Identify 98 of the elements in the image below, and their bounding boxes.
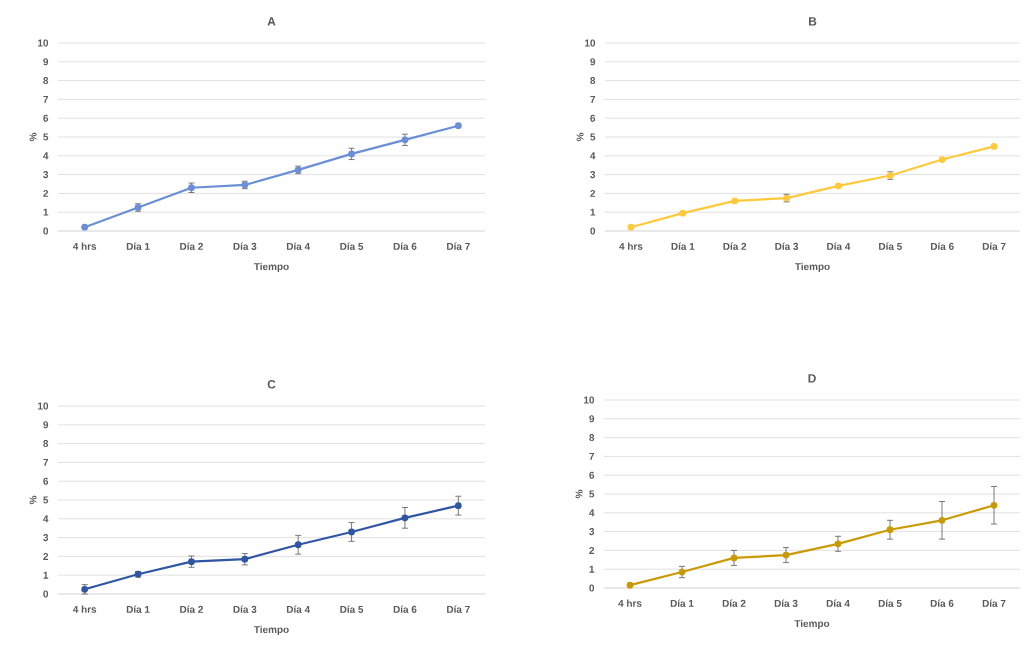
y-tick-label: 9 xyxy=(590,58,596,66)
point xyxy=(348,528,355,536)
y-tick-label: 1 xyxy=(43,571,49,579)
x-axis-title: Tiempo xyxy=(795,262,830,273)
y-tick-label: 2 xyxy=(43,552,49,560)
y-tick-label: 6 xyxy=(589,471,595,479)
y-tick-label: 2 xyxy=(589,546,595,554)
x-tick-label: Día 2 xyxy=(180,605,203,613)
y-tick-label: 4 xyxy=(43,152,49,160)
y-tick-label: 9 xyxy=(43,421,49,429)
y-tick-label: 3 xyxy=(589,528,595,536)
y-tick-label: 7 xyxy=(590,95,596,103)
y-tick-label: 7 xyxy=(43,458,49,466)
x-tick-label: Día 3 xyxy=(233,605,257,613)
x-tick-label: Día 6 xyxy=(393,242,417,250)
x-tick-label: Día 6 xyxy=(930,599,954,607)
point xyxy=(730,554,738,562)
x-tick-label: Día 7 xyxy=(447,605,470,613)
y-tick-label: 1 xyxy=(43,208,49,216)
y-axis-title: % xyxy=(575,489,583,499)
y-tick-label: 6 xyxy=(43,477,49,485)
y-tick-label: 10 xyxy=(38,402,49,410)
x-tick-label: Día 5 xyxy=(340,242,364,250)
y-tick-label: 3 xyxy=(590,171,596,179)
x-tick-label: 4 hrs xyxy=(72,605,97,613)
x-tick-label: Día 4 xyxy=(827,242,851,250)
y-tick-label: 9 xyxy=(43,58,49,66)
y-tick-label: 1 xyxy=(590,208,596,216)
y-tick-label: 10 xyxy=(584,396,595,404)
x-tick-label: Día 5 xyxy=(879,242,902,250)
point xyxy=(834,540,842,548)
y-tick-label: 4 xyxy=(590,152,596,160)
y-tick-label: 3 xyxy=(43,171,49,179)
x-tick-label: Día 4 xyxy=(286,605,311,613)
y-tick-label: 5 xyxy=(589,490,595,498)
x-axis-title: Tiempo xyxy=(253,625,289,636)
y-tick-label: 7 xyxy=(43,95,49,103)
x-tick-label: Día 3 xyxy=(774,599,798,607)
x-tick-label: Día 1 xyxy=(126,242,150,250)
x-tick-label: 4 hrs xyxy=(72,242,97,250)
chart-title: B xyxy=(808,17,817,26)
y-tick-label: 6 xyxy=(590,114,596,122)
y-tick-label: 8 xyxy=(590,77,596,85)
x-tick-label: Día 5 xyxy=(878,599,902,607)
x-tick-label: Día 3 xyxy=(233,242,257,250)
chart-title: A xyxy=(267,17,276,26)
y-axis-title: % xyxy=(29,132,37,142)
chart-title: D xyxy=(808,374,816,383)
y-tick-label: 2 xyxy=(590,189,596,197)
y-tick-label: 0 xyxy=(43,590,49,598)
y-tick-label: 8 xyxy=(589,434,595,442)
x-tick-label: Día 2 xyxy=(723,242,747,250)
y-tick-label: 5 xyxy=(590,133,596,141)
x-tick-label: Día 4 xyxy=(286,242,311,250)
y-tick-label: 8 xyxy=(43,77,49,85)
y-axis-title: % xyxy=(576,132,584,142)
x-tick-label: Día 4 xyxy=(826,599,850,607)
y-tick-label: 6 xyxy=(43,114,49,122)
point xyxy=(401,514,409,522)
y-tick-label: 4 xyxy=(589,509,595,517)
y-tick-label: 1 xyxy=(589,565,595,573)
y-axis-title: % xyxy=(29,495,37,505)
y-tick-label: 0 xyxy=(590,227,596,235)
y-tick-label: 5 xyxy=(43,133,49,141)
x-tick-label: Día 7 xyxy=(982,242,1006,250)
point xyxy=(782,551,790,559)
x-tick-label: Día 7 xyxy=(447,242,470,250)
point xyxy=(990,501,998,509)
point xyxy=(886,526,894,534)
y-tick-label: 3 xyxy=(43,534,49,542)
x-tick-label: Día 1 xyxy=(126,605,150,613)
x-axis-title: Tiempo xyxy=(253,262,289,273)
y-tick-label: 5 xyxy=(43,496,49,504)
x-tick-label: 4 hrs xyxy=(618,599,642,607)
y-tick-label: 10 xyxy=(585,39,596,47)
x-axis-title: Tiempo xyxy=(794,619,830,630)
x-tick-label: Día 2 xyxy=(180,242,203,250)
y-tick-label: 2 xyxy=(43,189,49,197)
x-tick-label: Día 1 xyxy=(670,599,694,607)
x-tick-label: 4 hrs xyxy=(619,242,643,250)
point xyxy=(454,502,462,510)
x-tick-label: Día 6 xyxy=(930,242,954,250)
y-tick-label: 7 xyxy=(589,452,595,460)
chart-title: C xyxy=(267,380,276,389)
x-tick-label: Día 2 xyxy=(722,599,746,607)
point xyxy=(294,541,302,549)
y-tick-label: 4 xyxy=(43,515,49,523)
y-tick-label: 0 xyxy=(43,227,49,235)
y-tick-label: 10 xyxy=(38,39,49,47)
x-tick-label: Día 1 xyxy=(671,242,695,250)
x-tick-label: Día 7 xyxy=(982,599,1006,607)
x-tick-label: Día 3 xyxy=(775,242,799,250)
x-tick-label: Día 5 xyxy=(340,605,364,613)
point xyxy=(938,516,946,524)
x-tick-label: Día 6 xyxy=(393,605,417,613)
y-tick-label: 9 xyxy=(589,415,595,423)
y-tick-label: 0 xyxy=(589,584,595,592)
y-tick-label: 8 xyxy=(43,440,49,448)
